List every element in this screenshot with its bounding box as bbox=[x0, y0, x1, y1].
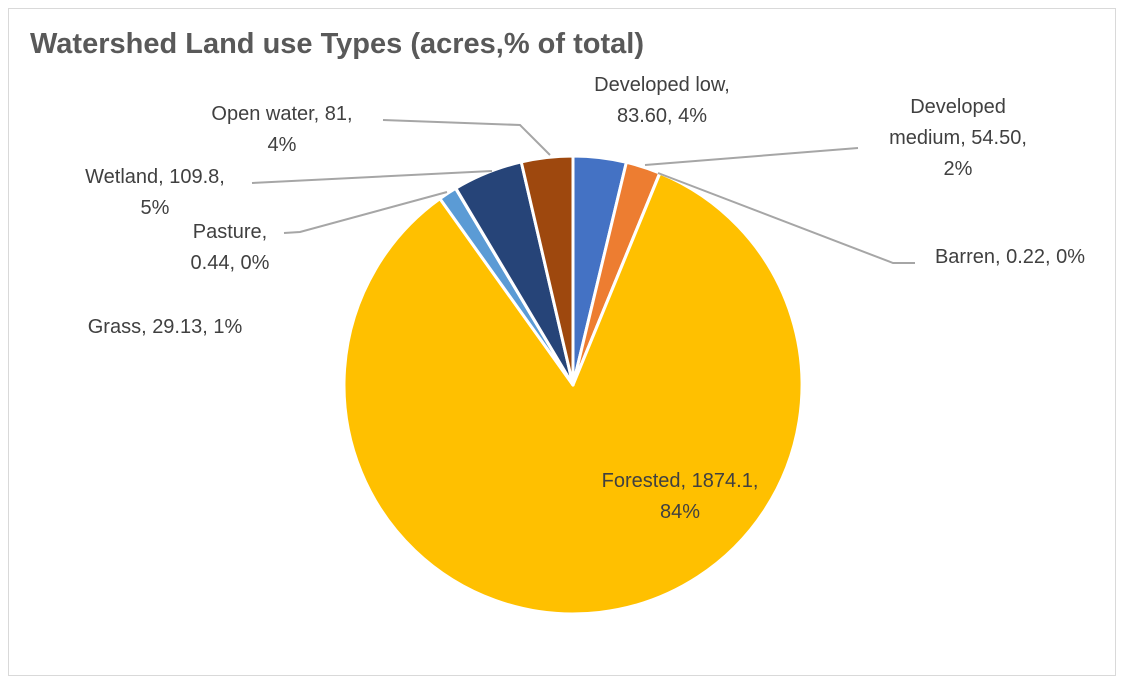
data-label-line: Wetland, 109.8, bbox=[85, 166, 225, 188]
data-label-line: Forested, 1874.1, bbox=[602, 470, 759, 492]
data-label-developed-medium: Developed medium, 54.50, 2% bbox=[889, 96, 1027, 180]
pie-slice-forested bbox=[342, 171, 804, 616]
leader-line-developed-medium bbox=[644, 147, 859, 166]
data-label-line: 0.44, 0% bbox=[191, 252, 270, 274]
data-label-line: Grass, 29.13, 1% bbox=[88, 316, 243, 338]
pie-slice-open-water bbox=[519, 154, 575, 387]
data-label-line: 4% bbox=[268, 134, 297, 156]
data-label-grass: Grass, 29.13, 1% bbox=[88, 316, 243, 338]
data-label-open-water: Open water, 81, 4% bbox=[211, 103, 352, 156]
data-label-line: Developed bbox=[910, 96, 1006, 118]
data-label-line: Barren, 0.22, 0% bbox=[935, 246, 1085, 268]
data-label-developed-low: Developed low, 83.60, 4% bbox=[594, 74, 730, 127]
data-label-line: 84% bbox=[660, 501, 700, 523]
chart-title: Watershed Land use Types (acres,% of tot… bbox=[30, 28, 644, 60]
leader-line-barren bbox=[657, 172, 915, 264]
data-label-wetland: Wetland, 109.8, 5% bbox=[85, 166, 225, 219]
leader-line-pasture bbox=[283, 191, 448, 234]
data-label-line: Open water, 81, bbox=[211, 103, 352, 125]
data-label-forested: Forested, 1874.1, 84% bbox=[602, 470, 759, 523]
data-label-line: 5% bbox=[141, 197, 170, 219]
data-label-pasture: Pasture, 0.44, 0% bbox=[191, 221, 270, 274]
leader-line-open-water bbox=[382, 119, 551, 156]
leader-line-wetland bbox=[251, 170, 493, 184]
data-label-barren: Barren, 0.22, 0% bbox=[935, 246, 1085, 268]
data-label-line: medium, 54.50, bbox=[889, 127, 1027, 149]
data-label-line: 83.60, 4% bbox=[617, 105, 707, 127]
data-label-line: Pasture, bbox=[193, 221, 267, 243]
data-label-line: Developed low, bbox=[594, 74, 730, 96]
data-label-line: 2% bbox=[944, 158, 973, 180]
